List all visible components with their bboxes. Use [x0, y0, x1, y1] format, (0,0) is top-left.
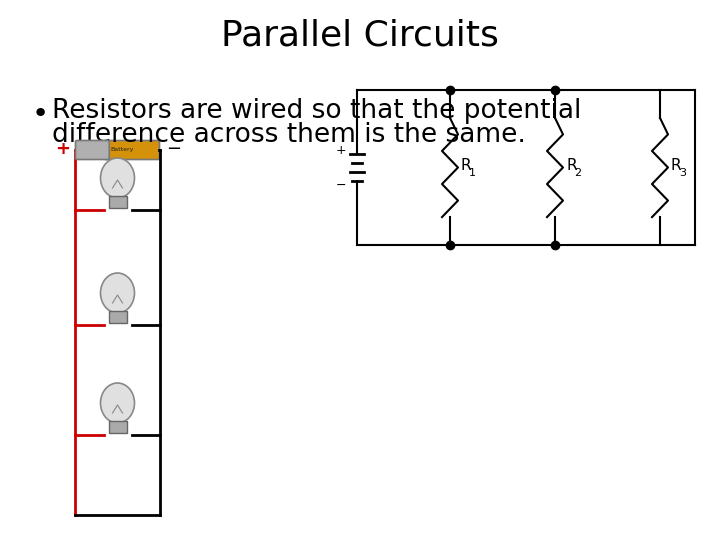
FancyBboxPatch shape [109, 311, 127, 323]
Ellipse shape [101, 383, 135, 423]
Text: •: • [32, 100, 49, 128]
Ellipse shape [101, 158, 135, 198]
Text: R: R [461, 158, 472, 173]
Text: −: − [166, 140, 181, 158]
Text: R: R [566, 158, 577, 173]
Text: +: + [336, 144, 346, 157]
Text: difference across them is the same.: difference across them is the same. [52, 122, 526, 148]
Text: R: R [671, 158, 682, 173]
Text: Parallel Circuits: Parallel Circuits [221, 18, 499, 52]
Ellipse shape [101, 273, 135, 313]
Text: −: − [336, 179, 346, 192]
Text: 2: 2 [574, 167, 581, 178]
FancyBboxPatch shape [76, 140, 109, 159]
Text: 1: 1 [469, 167, 476, 178]
Text: Resistors are wired so that the potential: Resistors are wired so that the potentia… [52, 98, 581, 124]
Text: Battery: Battery [111, 147, 134, 152]
FancyBboxPatch shape [104, 140, 160, 159]
Text: 3: 3 [679, 167, 686, 178]
FancyBboxPatch shape [109, 421, 127, 433]
Text: +: + [55, 140, 71, 158]
FancyBboxPatch shape [109, 196, 127, 208]
